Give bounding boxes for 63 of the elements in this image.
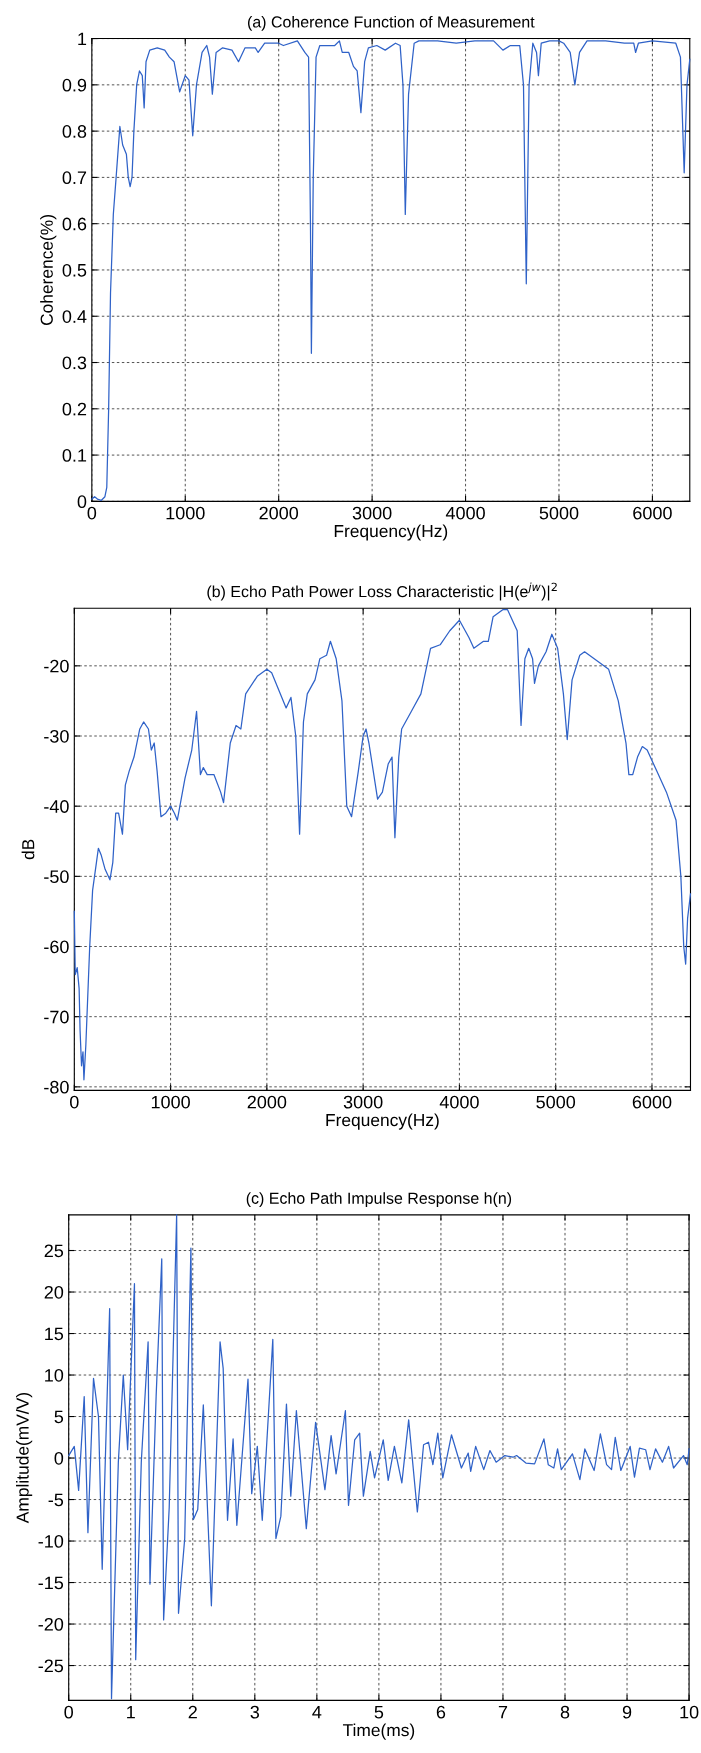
x-tick-label: 5 [374, 1705, 384, 1719]
x-axis-title: Frequency(Hz) [326, 1113, 439, 1130]
y-tick-label: -70 [44, 1010, 69, 1024]
y-tick-label: -20 [44, 659, 69, 673]
x-tick-label: 2 [188, 1705, 197, 1719]
y-tick-label: -60 [44, 940, 69, 954]
y-tick-label: 0.5 [62, 263, 87, 277]
x-tick-label: 4000 [445, 506, 485, 520]
y-tick-label: -25 [38, 1659, 64, 1673]
y-tick-label: -40 [44, 800, 69, 813]
y-tick-label: 0.7 [62, 171, 87, 185]
x-tick-label: 6000 [632, 1095, 672, 1109]
y-tick-label: -30 [44, 729, 69, 743]
line-series [91, 40, 691, 502]
x-tick-label: 1000 [166, 506, 205, 520]
x-tick-label: 1000 [151, 1095, 190, 1109]
x-tick-label: 1 [127, 1705, 135, 1719]
y-tick-label: 0.9 [62, 78, 87, 92]
y-tick-label: 0.2 [62, 402, 87, 416]
x-tick-label: 2000 [247, 1095, 287, 1109]
x-tick-label: 3000 [343, 1095, 383, 1109]
x-tick-label: 5000 [539, 506, 579, 520]
y-tick-label: 0 [77, 495, 87, 509]
y-tick-label: -50 [44, 870, 69, 884]
y-axis-title: dB [21, 839, 35, 860]
y-axis-title: Amplitude(mV/V) [16, 1393, 33, 1524]
x-tick-label: 6 [436, 1705, 446, 1719]
x-axis-title: Frequency(Hz) [334, 524, 448, 541]
y-tick-label: -5 [48, 1493, 64, 1507]
x-tick-label: 4000 [439, 1095, 479, 1109]
x-tick-label: 3 [250, 1705, 260, 1719]
x-tick-label: 3000 [352, 506, 392, 520]
y-tick-label: 15 [45, 1327, 64, 1341]
chart-title: (c) Echo Path Impulse Response h(n) [246, 1192, 512, 1208]
x-tick-label: 7 [498, 1705, 508, 1719]
x-tick-label: 5000 [536, 1095, 576, 1109]
y-tick-label: 1 [78, 32, 87, 46]
x-tick-label: 4 [312, 1705, 322, 1719]
chart-title: (a) Coherence Function of Measurement [247, 15, 535, 31]
line-series [68, 1214, 690, 1700]
y-tick-label: -10 [38, 1534, 64, 1548]
y-tick-label: 20 [44, 1285, 64, 1299]
x-axis-title: Time(ms) [342, 1723, 415, 1740]
y-tick-label: 0.6 [62, 217, 87, 231]
y-tick-label: 0.8 [62, 125, 87, 138]
y-tick-label: 25 [44, 1244, 64, 1258]
chart-title: (b) Echo Path Power Loss Characteristic |H(e$^{jw}$)|$^{2}$ [207, 582, 557, 601]
x-tick-label: 10 [680, 1705, 699, 1719]
y-tick-label: -80 [44, 1080, 69, 1094]
y-axis-title: Coherence(%) [40, 215, 57, 326]
y-tick-label: -20 [38, 1617, 64, 1631]
x-tick-label: 2000 [259, 506, 299, 520]
x-tick-label: 9 [622, 1705, 632, 1719]
x-tick-label: 8 [560, 1705, 570, 1719]
y-tick-label: 0.3 [62, 356, 87, 370]
y-tick-label: 10 [45, 1368, 64, 1382]
y-tick-label: 5 [54, 1410, 64, 1424]
y-tick-label: 0 [54, 1451, 64, 1465]
y-tick-label: -15 [38, 1576, 64, 1590]
x-tick-label: 0 [87, 506, 97, 520]
y-tick-label: 0.1 [62, 449, 87, 462]
y-tick-label: 0.4 [62, 310, 87, 323]
x-tick-label: 6000 [633, 506, 672, 520]
